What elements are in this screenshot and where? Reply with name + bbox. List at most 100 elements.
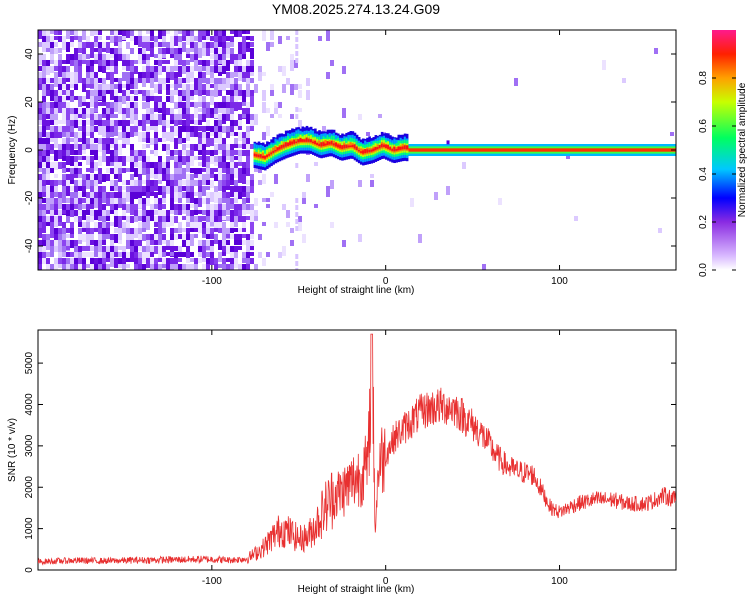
- spectrogram-cell: [194, 42, 198, 51]
- spectrogram-cell: [58, 258, 62, 264]
- spectrogram-cell: [202, 108, 206, 118]
- spectrogram-cell: [222, 192, 226, 198]
- spectrogram-cell: [86, 120, 90, 125]
- spectrogram-cell: [114, 30, 118, 39]
- spectrogram-cell: [218, 72, 222, 76]
- snr-x-axis-label: Height of straight line (km): [298, 584, 415, 595]
- spectrogram-cell: [62, 162, 66, 170]
- spectrogram-cell: [574, 216, 578, 221]
- spectrogram-cell: [94, 60, 98, 64]
- spectrogram-cell: [110, 198, 114, 209]
- spectrogram-cell: [98, 252, 102, 259]
- spectrogram-cell: [166, 156, 170, 163]
- spectrogram-cell: [110, 204, 114, 210]
- spectrogram-cell: [54, 126, 58, 133]
- spectrogram-cell: [98, 216, 102, 221]
- ridge-cell: [387, 144, 390, 149]
- spectrogram-cell: [202, 96, 206, 103]
- spectrogram-cell: [38, 156, 42, 167]
- spectrogram-cell: [138, 78, 142, 83]
- spectrogram-cell: [114, 162, 118, 171]
- spectrogram-cell: [38, 168, 42, 172]
- spectrogram-cell: [210, 258, 214, 265]
- spectrogram-cell: [162, 168, 166, 175]
- spectrogram-cell: [170, 114, 174, 123]
- spectrogram-cell: [146, 96, 150, 105]
- spectrogram-cell: [82, 246, 86, 251]
- spectrogram-cell: [154, 120, 158, 128]
- spectrogram-cell: [146, 138, 150, 143]
- spectrogram-cell: [118, 252, 122, 257]
- spectrogram-cell: [218, 228, 222, 233]
- spectrogram-cell: [262, 222, 266, 226]
- spectrogram-cell: [154, 174, 158, 179]
- spectrogram-cell: [122, 36, 126, 40]
- spectrogram-cell: [42, 114, 46, 121]
- spectrogram-cell: [130, 108, 134, 119]
- spectrogram-cell: [186, 132, 190, 141]
- spectrogram-cell: [246, 42, 250, 48]
- spectrogram-cell: [78, 120, 82, 125]
- spectrogram-cell: [130, 48, 134, 54]
- spectrogram-cell: [234, 192, 238, 199]
- spectrogram-cell: [146, 192, 150, 202]
- spectrogram-cell: [150, 258, 154, 266]
- spectrogram-cell: [234, 54, 238, 64]
- spectrogram-cell: [194, 84, 198, 91]
- ridge-cell: [343, 144, 346, 149]
- spectrogram-cell: [98, 84, 102, 90]
- spectrogram-cell: [102, 84, 106, 91]
- spectrogram-cell: [126, 186, 130, 197]
- spectrogram-cell: [258, 180, 262, 185]
- spectrogram-cell: [122, 108, 126, 119]
- spectrogram-cell: [214, 54, 218, 65]
- spectrogram-cell: [226, 210, 230, 215]
- spectrogram-cell: [202, 174, 206, 185]
- spectrogram-cell: [146, 102, 150, 111]
- spectrogram-cell: [174, 210, 178, 215]
- spectrogram-cell: [154, 84, 158, 93]
- spectrogram-cell: [50, 54, 54, 61]
- spectrogram-cell: [110, 192, 114, 199]
- spectrogram-cell: [158, 114, 162, 122]
- spectrogram-cell: [38, 192, 42, 200]
- spectrogram-cell: [226, 198, 230, 207]
- spectrogram-cell: [146, 30, 150, 34]
- spectrogram-cell: [42, 72, 46, 83]
- spectrogram-cell: [118, 108, 122, 114]
- spectrogram-cell: [134, 210, 138, 219]
- spectrogram-cell: [126, 126, 130, 132]
- spectrogram-cell: [178, 138, 182, 144]
- spectrogram-cell: [170, 96, 174, 103]
- spectrogram-cell: [222, 144, 226, 152]
- spectrogram-cell: [126, 192, 130, 202]
- spectrogram-cell: [174, 228, 178, 233]
- spectrogram-cell: [250, 216, 254, 226]
- spectrogram-cell: [162, 42, 166, 47]
- spectrogram-cell: [218, 150, 222, 154]
- spectrogram-cell: [102, 114, 106, 118]
- spectrogram-cell: [170, 120, 174, 124]
- spectrogram-cell: [158, 60, 162, 70]
- spectrogram-cell: [210, 108, 214, 114]
- spectrogram-cell: [82, 222, 86, 228]
- spectrogram-cell: [162, 162, 166, 171]
- spectrogram-cell: [46, 108, 50, 118]
- spectrogram-cell: [42, 246, 46, 257]
- spectrogram-cell: [90, 228, 94, 237]
- spectrogram-cell: [222, 168, 226, 173]
- spectrogram-cell: [174, 48, 178, 57]
- spectrogram-cell: [295, 37, 299, 42]
- spectrogram-cell: [194, 60, 198, 71]
- spectrogram-cell: [262, 132, 266, 140]
- spectrogram-cell: [54, 36, 58, 40]
- spectrogram-cell: [98, 30, 102, 35]
- spectrogram-cell: [190, 210, 194, 220]
- spectrogram-cell: [158, 210, 162, 218]
- spectrogram-cell: [218, 204, 222, 215]
- spectrogram-cell: [214, 174, 218, 181]
- ridge-cell: [318, 143, 321, 146]
- spectrogram-cell: [186, 192, 190, 200]
- spectrogram-cell: [98, 138, 102, 147]
- spectrogram-cell: [226, 204, 230, 214]
